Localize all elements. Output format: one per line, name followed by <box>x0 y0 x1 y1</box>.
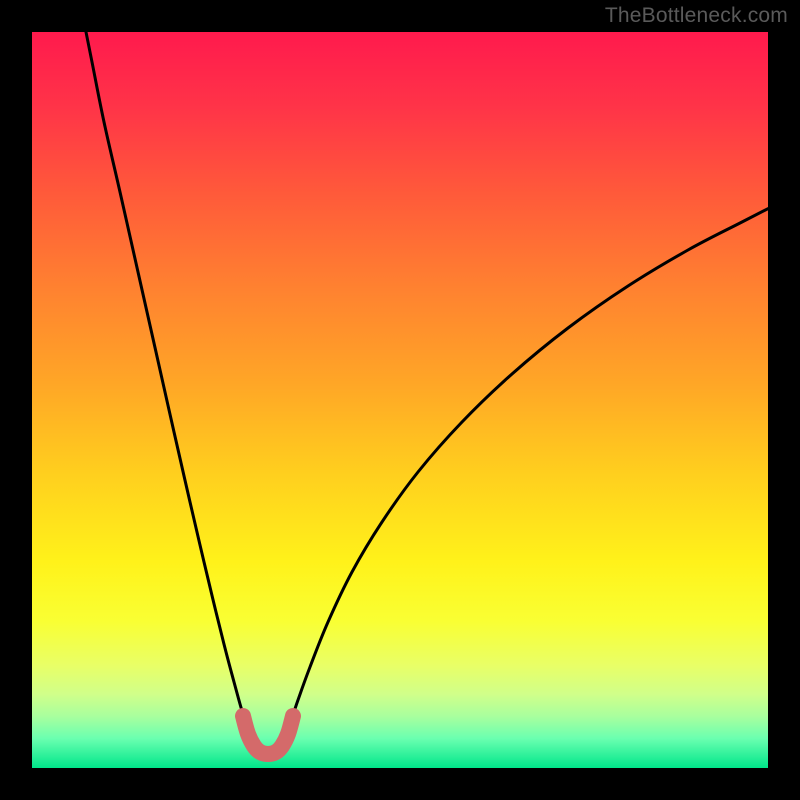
curve-layer <box>32 32 768 768</box>
left-branch-curve <box>84 32 245 721</box>
right-branch-curve <box>291 204 768 721</box>
valley-highlight <box>243 716 293 754</box>
plot-area <box>32 32 768 768</box>
watermark-text: TheBottleneck.com <box>605 4 788 28</box>
